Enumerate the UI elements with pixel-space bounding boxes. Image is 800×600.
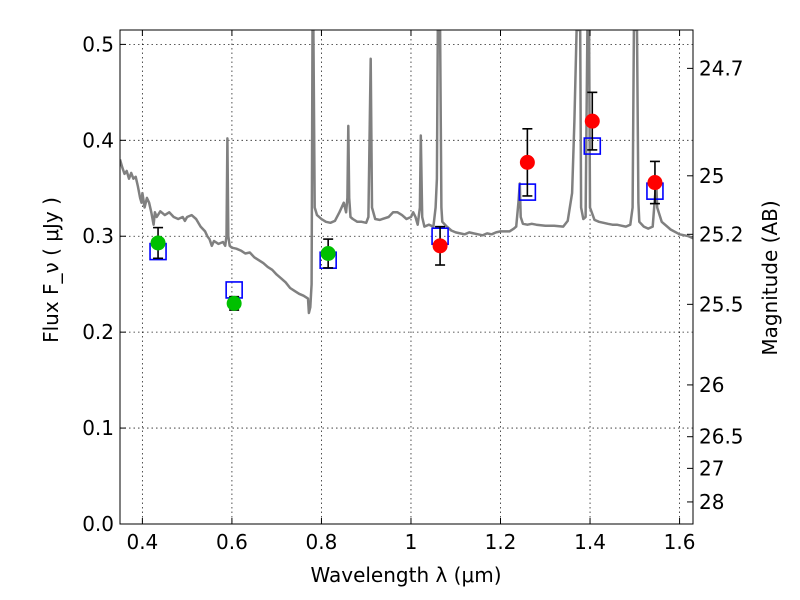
observed-point <box>320 245 336 261</box>
x-tick-label: 0.8 <box>306 530 338 554</box>
y-tick-label: 0.0 <box>82 512 114 536</box>
spectrum-line <box>120 30 693 315</box>
plot-frame <box>119 29 694 525</box>
x-tick-label: 0.6 <box>216 530 248 554</box>
x-tick-label: 1.4 <box>574 530 606 554</box>
y-tick-label: 0.4 <box>82 128 114 152</box>
x-tick-label: 0.4 <box>126 530 158 554</box>
ticks: 0.4 0.6 0.8 1 1.2 1.4 1.6 0.0 0.1 0.2 0.3 0.4 0.5 24.… <box>82 30 744 554</box>
observed-point <box>150 235 166 251</box>
observed-point <box>432 238 448 254</box>
right-tick-label: 25 <box>699 164 724 188</box>
x-axis-label: Wavelength λ (μm) <box>310 563 501 587</box>
y-tick-label: 0.1 <box>82 416 114 440</box>
observed-point <box>647 175 663 191</box>
right-tick-label: 28 <box>699 490 724 514</box>
right-tick-label: 25.2 <box>699 222 744 246</box>
x-tick-label: 1 <box>405 530 418 554</box>
y-tick-label: 0.3 <box>82 224 114 248</box>
y-axis-label: Flux F_ν ( μJy ) <box>39 197 63 343</box>
right-tick-label: 24.7 <box>699 56 744 80</box>
observed-point <box>584 113 600 129</box>
observed-point <box>519 154 535 170</box>
right-tick-label: 26 <box>699 373 724 397</box>
plot-background <box>120 30 693 524</box>
plot-layer <box>120 30 693 315</box>
y-axis-right-label: Magnitude (AB) <box>758 200 782 355</box>
grid <box>120 30 693 525</box>
y-tick-label: 0.5 <box>82 32 114 56</box>
observed-point <box>226 295 242 311</box>
right-tick-label: 25.5 <box>699 292 744 316</box>
x-tick-label: 1.6 <box>664 530 696 554</box>
x-tick-label: 1.2 <box>485 530 517 554</box>
right-tick-label: 27 <box>699 456 724 480</box>
right-tick-label: 26.5 <box>699 425 744 449</box>
y-tick-label: 0.2 <box>82 320 114 344</box>
